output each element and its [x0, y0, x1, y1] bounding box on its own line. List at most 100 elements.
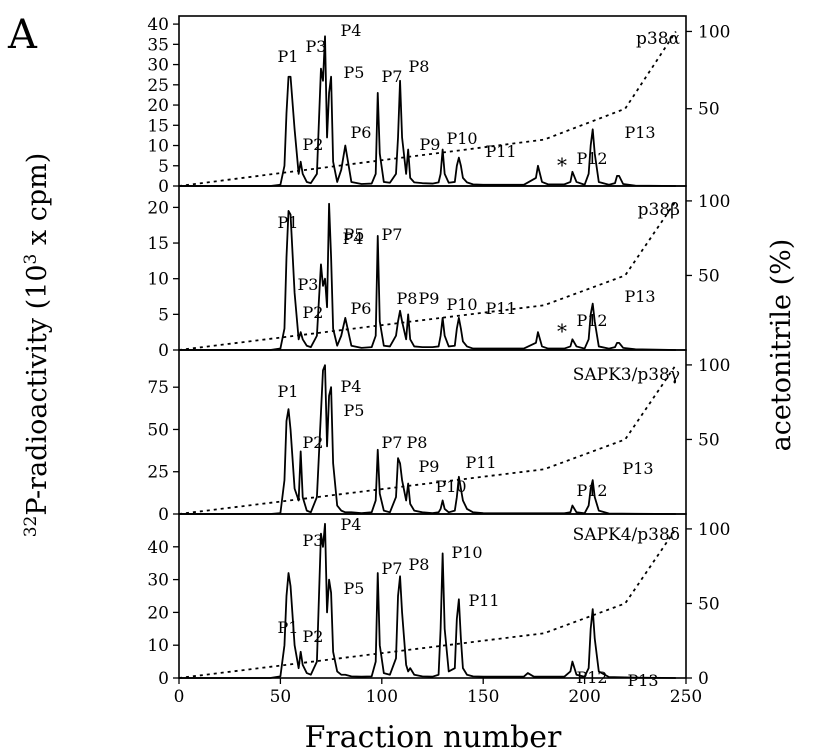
peak-label: P3 — [306, 37, 327, 56]
peak-label: P8 — [397, 289, 418, 308]
peak-label: P4 — [343, 229, 364, 248]
peak-label: P8 — [409, 57, 430, 76]
left-tick-label: 75 — [147, 378, 169, 398]
left-tick-label: 15 — [147, 234, 169, 254]
peak-label: P13 — [627, 671, 658, 690]
right-tick-label: 100 — [698, 192, 730, 212]
left-tick-label: 35 — [147, 35, 169, 55]
left-axis-label: 32P-radioactivity (103 x cpm) — [21, 153, 53, 538]
peak-label: P1 — [278, 618, 299, 637]
peak-label: P13 — [624, 287, 655, 306]
left-tick-label: 20 — [147, 96, 169, 116]
left-axis-label-superscript: 32 — [21, 516, 41, 538]
peak-label: P12 — [576, 668, 607, 687]
radioactivity-trace — [179, 522, 676, 679]
left-tick-label: 25 — [147, 76, 169, 96]
peak-label: P3 — [303, 531, 324, 550]
peak-label: P5 — [344, 579, 365, 598]
left-tick-label: 10 — [147, 636, 169, 656]
x-tick-label: 150 — [467, 687, 499, 707]
x-axis-label: Fraction number — [305, 720, 562, 754]
peak-label: P4 — [341, 377, 362, 396]
right-tick-label: 50 — [698, 100, 720, 120]
panel-title: p38α — [636, 29, 681, 49]
peak-label: P6 — [351, 123, 372, 142]
left-tick-label: 15 — [147, 116, 169, 136]
left-axis-label-exponent: 3 — [21, 254, 41, 265]
peak-label: P5 — [344, 63, 365, 82]
peak-label: P13 — [624, 123, 655, 142]
radioactivity-trace — [179, 35, 676, 187]
right-tick-label: 0 — [698, 669, 709, 689]
acetonitrile-gradient-line — [178, 200, 677, 351]
peak-label: P10 — [446, 295, 477, 314]
panel-title: SAPK3/p38γ — [573, 365, 680, 385]
acetonitrile-gradient-line — [178, 364, 677, 515]
left-tick-label: 5 — [158, 157, 169, 177]
asterisk-annotation: * — [557, 319, 567, 343]
right-tick-label: 100 — [698, 22, 730, 42]
peak-label: P5 — [344, 225, 365, 244]
panel-letter: A — [7, 12, 38, 58]
peak-label: P7 — [382, 433, 403, 452]
x-tick-label: 50 — [270, 687, 292, 707]
left-tick-label: 30 — [147, 571, 169, 591]
left-tick-label: 20 — [147, 603, 169, 623]
asterisk-annotation: * — [557, 153, 567, 177]
peak-label: P10 — [446, 129, 477, 148]
x-tick-label: 250 — [670, 687, 702, 707]
peak-label: P5 — [344, 401, 365, 420]
peak-label: P11 — [485, 142, 516, 161]
peak-label: P9 — [419, 289, 440, 308]
right-tick-label: 100 — [698, 520, 730, 540]
x-axis: 0 50 100 150 200 250 — [174, 678, 702, 707]
peak-label: P2 — [303, 627, 324, 646]
peak-label: P9 — [419, 457, 440, 476]
panel-title: SAPK4/p38δ — [573, 525, 680, 545]
peak-label: P13 — [622, 459, 653, 478]
left-axis-label-main: P-radioactivity (10 — [22, 264, 53, 515]
peak-label: P8 — [409, 555, 430, 574]
right-tick-label: 100 — [698, 356, 730, 376]
acetonitrile-gradient-line — [178, 30, 677, 187]
peak-label: P9 — [420, 135, 441, 154]
peak-label: P8 — [407, 433, 428, 452]
left-tick-label: 5 — [158, 305, 169, 325]
peak-label: P4 — [341, 515, 362, 534]
left-tick-label: 30 — [147, 56, 169, 76]
peak-label: P1 — [278, 47, 299, 66]
left-tick-label: 40 — [147, 15, 169, 35]
peak-label: P2 — [303, 433, 324, 452]
left-tick-label: 0 — [158, 177, 169, 197]
peak-label: P7 — [382, 559, 403, 578]
peak-label: P2 — [303, 303, 324, 322]
right-tick-label: 50 — [698, 266, 720, 286]
panel-frame — [178, 15, 687, 187]
x-tick-label: 200 — [568, 687, 600, 707]
radioactivity-trace — [179, 202, 676, 351]
peak-label: P1 — [278, 213, 299, 232]
panel-frame — [178, 185, 687, 351]
acetonitrile-gradient-line — [178, 528, 677, 679]
peak-label: P11 — [485, 299, 516, 318]
peak-label: P10 — [435, 477, 466, 496]
left-tick-label: 10 — [147, 137, 169, 157]
peak-label: P1 — [278, 382, 299, 401]
left-tick-label: 10 — [147, 270, 169, 290]
left-tick-label: 0 — [158, 669, 169, 689]
left-tick-label: 0 — [158, 341, 169, 361]
peak-label: P12 — [576, 149, 607, 168]
peak-label: P6 — [351, 299, 372, 318]
panel-4: 0 10 20 30 40 0 50 100 SAPK4/p38δ P1 P2 P3 P4 P5 P7 P8 P… — [147, 513, 730, 690]
peak-label: P4 — [341, 21, 362, 40]
peak-label: P11 — [465, 453, 496, 472]
left-tick-label: 25 — [147, 463, 169, 483]
peak-label: P10 — [451, 543, 482, 562]
peak-label: P12 — [576, 311, 607, 330]
peak-label: P2 — [303, 135, 324, 154]
x-tick-label: 0 — [174, 687, 185, 707]
left-tick-label: 50 — [147, 420, 169, 440]
